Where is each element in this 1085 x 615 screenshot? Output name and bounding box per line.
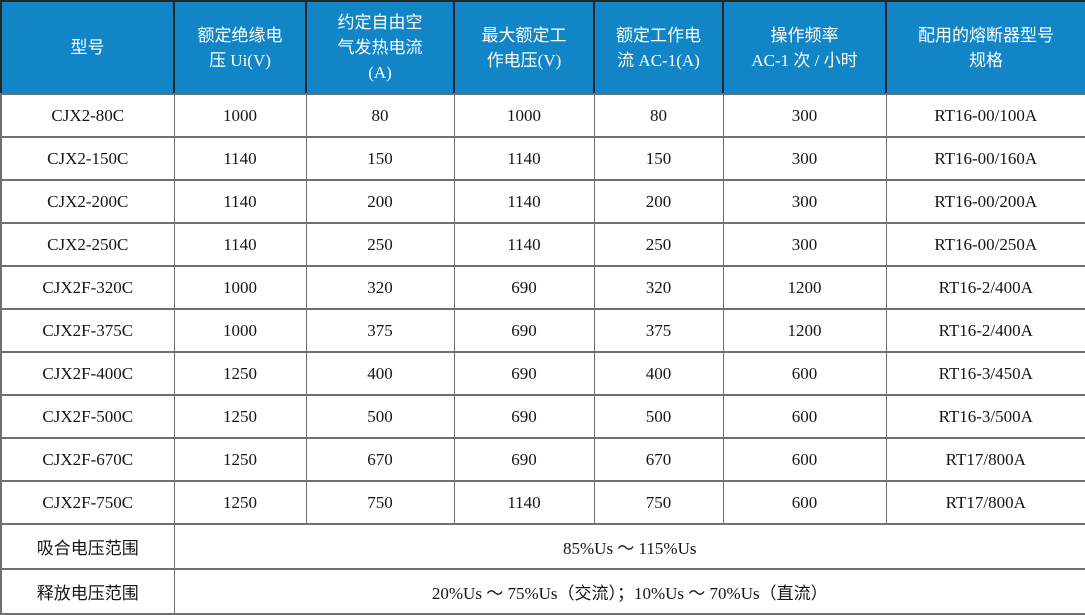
value-cell: 375 bbox=[593, 308, 724, 353]
value-cell: 250 bbox=[593, 222, 724, 267]
value-cell: RT16-00/100A bbox=[885, 93, 1085, 138]
value-cell: 300 bbox=[722, 93, 887, 138]
value-cell: 1140 bbox=[173, 179, 307, 224]
value-cell: 600 bbox=[722, 480, 887, 525]
value-cell: 80 bbox=[593, 93, 724, 138]
value-cell: 1140 bbox=[453, 480, 595, 525]
value-cell: 1000 bbox=[173, 308, 307, 353]
value-cell: 1000 bbox=[453, 93, 595, 138]
value-cell: 750 bbox=[593, 480, 724, 525]
value-cell: RT16-3/500A bbox=[885, 394, 1085, 439]
value-cell: 600 bbox=[722, 351, 887, 396]
model-cell: CJX2F-320C bbox=[0, 265, 175, 310]
column-header-fuse-spec: 配用的熔断器型号 规格 bbox=[885, 0, 1085, 95]
value-cell: 690 bbox=[453, 265, 595, 310]
table-row: CJX2F-670C 1250 670 690 670 600 RT17/800A bbox=[0, 437, 1085, 482]
model-cell: CJX2F-500C bbox=[0, 394, 175, 439]
value-cell: 300 bbox=[722, 136, 887, 181]
table-header: 型号 额定绝缘电 压 Ui(V) 约定自由空 气发热电流 (A) 最大额定工 作… bbox=[0, 0, 1085, 95]
value-cell: RT16-3/450A bbox=[885, 351, 1085, 396]
column-header-model: 型号 bbox=[0, 0, 175, 95]
column-header-max-working-voltage: 最大额定工 作电压(V) bbox=[453, 0, 595, 95]
table-row: CJX2-150C 1140 150 1140 150 300 RT16-00/160A bbox=[0, 136, 1085, 181]
value-cell: 375 bbox=[305, 308, 455, 353]
table-body: CJX2-80C 1000 80 1000 80 300 RT16-00/100A CJX2-… bbox=[0, 93, 1085, 525]
table-row: CJX2F-400C 1250 400 690 400 600 RT16-3/450A bbox=[0, 351, 1085, 396]
column-header-insulation-voltage: 额定绝缘电 压 Ui(V) bbox=[173, 0, 307, 95]
header-row: 型号 额定绝缘电 压 Ui(V) 约定自由空 气发热电流 (A) 最大额定工 作… bbox=[0, 0, 1085, 95]
value-cell: 200 bbox=[593, 179, 724, 224]
value-cell: 150 bbox=[593, 136, 724, 181]
table-row: CJX2-80C 1000 80 1000 80 300 RT16-00/100A bbox=[0, 93, 1085, 138]
value-cell: 1200 bbox=[722, 265, 887, 310]
pickup-voltage-row: 吸合电压范围 85%Us ～ 115%Us bbox=[0, 523, 1085, 570]
value-cell: 1250 bbox=[173, 394, 307, 439]
value-cell: 1000 bbox=[173, 265, 307, 310]
model-cell: CJX2-200C bbox=[0, 179, 175, 224]
column-header-operating-frequency: 操作频率 AC-1 次 / 小时 bbox=[722, 0, 887, 95]
model-cell: CJX2-150C bbox=[0, 136, 175, 181]
release-voltage-label: 释放电压范围 bbox=[0, 568, 175, 615]
value-cell: 500 bbox=[593, 394, 724, 439]
value-cell: RT16-2/400A bbox=[885, 308, 1085, 353]
model-cell: CJX2F-375C bbox=[0, 308, 175, 353]
value-cell: 320 bbox=[593, 265, 724, 310]
table-row: CJX2F-320C 1000 320 690 320 1200 RT16-2/400A bbox=[0, 265, 1085, 310]
value-cell: 690 bbox=[453, 308, 595, 353]
value-cell: 1200 bbox=[722, 308, 887, 353]
value-cell: RT16-00/200A bbox=[885, 179, 1085, 224]
value-cell: 1000 bbox=[173, 93, 307, 138]
release-voltage-value: 20%Us ～ 75%Us（交流）；10%Us ～ 70%Us（直流） bbox=[173, 568, 1085, 615]
model-cell: CJX2-250C bbox=[0, 222, 175, 267]
release-voltage-row: 释放电压范围 20%Us ～ 75%Us（交流）；10%Us ～ 70%Us（直… bbox=[0, 568, 1085, 615]
model-cell: CJX2F-670C bbox=[0, 437, 175, 482]
value-cell: 320 bbox=[305, 265, 455, 310]
value-cell: RT17/800A bbox=[885, 437, 1085, 482]
value-cell: 1250 bbox=[173, 437, 307, 482]
value-cell: 600 bbox=[722, 437, 887, 482]
value-cell: 200 bbox=[305, 179, 455, 224]
column-header-thermal-current: 约定自由空 气发热电流 (A) bbox=[305, 0, 455, 95]
value-cell: 80 bbox=[305, 93, 455, 138]
pickup-voltage-value: 85%Us ～ 115%Us bbox=[173, 523, 1085, 570]
value-cell: 1250 bbox=[173, 351, 307, 396]
value-cell: 750 bbox=[305, 480, 455, 525]
table-row: CJX2-250C 1140 250 1140 250 300 RT16-00/250A bbox=[0, 222, 1085, 267]
table-row: CJX2F-750C 1250 750 1140 750 600 RT17/800A bbox=[0, 480, 1085, 525]
value-cell: 400 bbox=[593, 351, 724, 396]
value-cell: 670 bbox=[593, 437, 724, 482]
pickup-voltage-label: 吸合电压范围 bbox=[0, 523, 175, 570]
value-cell: 300 bbox=[722, 222, 887, 267]
value-cell: RT16-2/400A bbox=[885, 265, 1085, 310]
value-cell: 1140 bbox=[453, 136, 595, 181]
value-cell: 1140 bbox=[453, 179, 595, 224]
model-cell: CJX2-80C bbox=[0, 93, 175, 138]
table-row: CJX2F-500C 1250 500 690 500 600 RT16-3/500A bbox=[0, 394, 1085, 439]
model-cell: CJX2F-750C bbox=[0, 480, 175, 525]
value-cell: 400 bbox=[305, 351, 455, 396]
value-cell: 690 bbox=[453, 437, 595, 482]
table-row: CJX2F-375C 1000 375 690 375 1200 RT16-2/400A bbox=[0, 308, 1085, 353]
column-header-working-current: 额定工作电 流 AC-1(A) bbox=[593, 0, 724, 95]
value-cell: 300 bbox=[722, 179, 887, 224]
value-cell: RT16-00/250A bbox=[885, 222, 1085, 267]
value-cell: 690 bbox=[453, 351, 595, 396]
value-cell: 600 bbox=[722, 394, 887, 439]
table-footer: 吸合电压范围 85%Us ～ 115%Us 释放电压范围 20%Us ～ 75%… bbox=[0, 523, 1085, 615]
value-cell: 1140 bbox=[453, 222, 595, 267]
value-cell: 1140 bbox=[173, 136, 307, 181]
model-cell: CJX2F-400C bbox=[0, 351, 175, 396]
value-cell: 500 bbox=[305, 394, 455, 439]
value-cell: 670 bbox=[305, 437, 455, 482]
value-cell: 1250 bbox=[173, 480, 307, 525]
value-cell: RT16-00/160A bbox=[885, 136, 1085, 181]
value-cell: 150 bbox=[305, 136, 455, 181]
value-cell: 1140 bbox=[173, 222, 307, 267]
value-cell: 250 bbox=[305, 222, 455, 267]
value-cell: 690 bbox=[453, 394, 595, 439]
value-cell: RT17/800A bbox=[885, 480, 1085, 525]
table-row: CJX2-200C 1140 200 1140 200 300 RT16-00/200A bbox=[0, 179, 1085, 224]
